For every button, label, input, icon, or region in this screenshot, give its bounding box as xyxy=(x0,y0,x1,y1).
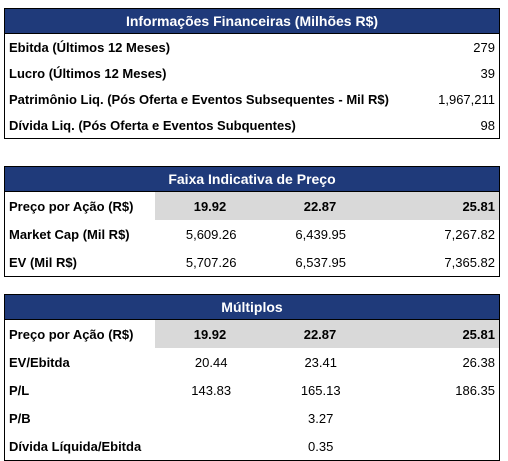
row-label: Preço por Ação (R$) xyxy=(9,198,134,214)
table-row: Ebitda (Últimos 12 Meses) 279 xyxy=(5,34,499,60)
cell-value: 23.41 xyxy=(304,354,337,370)
cell-value: 6,537.95 xyxy=(295,254,347,270)
row-label: Patrimônio Liq. (Pós Oferta e Eventos Su… xyxy=(9,91,389,107)
cell-value: 3.27 xyxy=(308,410,334,426)
row-label: Dívida Liq. (Pós Oferta e Eventos Subque… xyxy=(9,117,296,133)
cell-value: 5,609.26 xyxy=(185,226,237,242)
price-header-row: Preço por Ação (R$) 19.92 22.87 25.81 xyxy=(5,192,499,220)
cell-value: 143.83 xyxy=(191,382,232,398)
cell-value: 20.44 xyxy=(194,354,228,370)
table-row: P/L 143.83 165.13 186.35 xyxy=(5,376,499,404)
price-range-title: Faixa Indicativa de Preço xyxy=(5,167,499,192)
table-row: Dívida Liq. (Pós Oferta e Eventos Subque… xyxy=(5,112,499,138)
row-label: Preço por Ação (R$) xyxy=(9,326,134,342)
row-label: Lucro (Últimos 12 Meses) xyxy=(9,65,167,81)
row-label: Market Cap (Mil R$) xyxy=(9,226,130,242)
cell-value: 186.35 xyxy=(455,382,495,398)
price-value: 19.92 xyxy=(193,326,227,342)
row-label: EV/Ebitda xyxy=(9,354,70,370)
table-row: P/B 3.27 xyxy=(5,404,499,432)
row-label: Dívida Líquida/Ebitda xyxy=(9,438,142,454)
price-header-row: Preço por Ação (R$) 19.92 22.87 25.81 xyxy=(5,320,499,348)
cell-value: 7,365.82 xyxy=(444,254,495,270)
table-row: Market Cap (Mil R$) 5,609.26 6,439.95 7,… xyxy=(5,220,499,248)
table-row: Patrimônio Liq. (Pós Oferta e Eventos Su… xyxy=(5,86,499,112)
price-highlight: 19.92 22.87 25.81 xyxy=(155,320,499,348)
table-row: Lucro (Últimos 12 Meses) 39 xyxy=(5,60,499,86)
cell-value: 5,707.26 xyxy=(185,254,237,270)
table-row: Dívida Líquida/Ebitda 0.35 xyxy=(5,432,499,460)
price-value: 25.81 xyxy=(462,326,495,342)
price-value: 22.87 xyxy=(303,198,337,214)
multiples-title: Múltiplos xyxy=(5,295,499,320)
price-value: 25.81 xyxy=(462,198,495,214)
cell-value: 7,267.82 xyxy=(444,226,495,242)
table-row: EV (Mil R$) 5,707.26 6,537.95 7,365.82 xyxy=(5,248,499,276)
price-range-table: Faixa Indicativa de Preço Preço por Ação… xyxy=(4,166,500,277)
cell-value: 6,439.95 xyxy=(295,226,347,242)
row-label: P/B xyxy=(9,410,31,426)
row-value: 98 xyxy=(480,117,495,133)
price-value: 22.87 xyxy=(303,326,337,342)
row-value: 1,967,211 xyxy=(438,91,495,107)
table-row: EV/Ebitda 20.44 23.41 26.38 xyxy=(5,348,499,376)
row-value: 39 xyxy=(480,65,495,81)
financial-info-table: Informações Financeiras (Milhões R$) Ebi… xyxy=(4,8,500,139)
cell-value: 165.13 xyxy=(300,382,341,398)
cell-value: 26.38 xyxy=(462,354,495,370)
row-value: 279 xyxy=(473,39,495,55)
row-label: P/L xyxy=(9,382,30,398)
price-value: 19.92 xyxy=(193,198,227,214)
multiples-table: Múltiplos Preço por Ação (R$) 19.92 22.8… xyxy=(4,294,500,461)
row-label: EV (Mil R$) xyxy=(9,254,77,270)
price-highlight: 19.92 22.87 25.81 xyxy=(155,192,499,220)
cell-value: 0.35 xyxy=(308,438,334,454)
financial-info-title: Informações Financeiras (Milhões R$) xyxy=(5,9,499,34)
row-label: Ebitda (Últimos 12 Meses) xyxy=(9,39,171,55)
